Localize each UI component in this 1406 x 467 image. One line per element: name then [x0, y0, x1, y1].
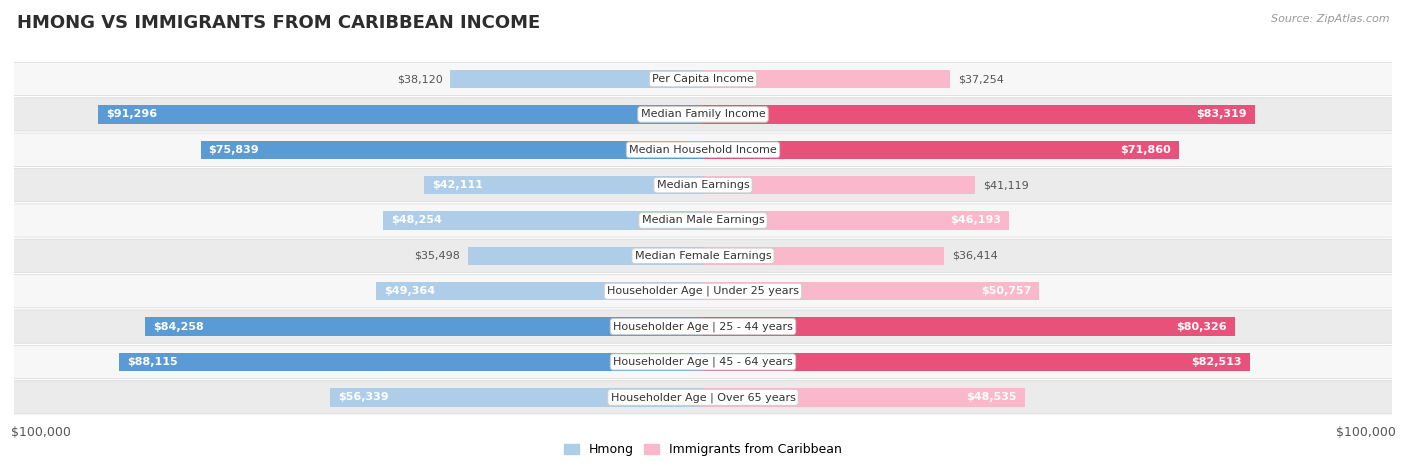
Bar [425, 176, 703, 194]
Bar [450, 70, 703, 88]
Bar [703, 141, 1180, 159]
Bar [330, 388, 703, 406]
Text: $41,119: $41,119 [983, 180, 1029, 190]
Bar [703, 176, 976, 194]
Text: Per Capita Income: Per Capita Income [652, 74, 754, 84]
Bar [703, 105, 1256, 124]
Text: $56,339: $56,339 [337, 392, 388, 402]
Text: $35,498: $35,498 [413, 251, 460, 261]
Text: $88,115: $88,115 [127, 357, 179, 367]
Bar [384, 211, 703, 230]
Text: $80,326: $80,326 [1177, 322, 1227, 332]
Bar [468, 247, 703, 265]
Text: Householder Age | 45 - 64 years: Householder Age | 45 - 64 years [613, 357, 793, 367]
Text: $38,120: $38,120 [396, 74, 443, 84]
Text: Householder Age | Over 65 years: Householder Age | Over 65 years [610, 392, 796, 403]
Bar [703, 353, 1250, 371]
FancyBboxPatch shape [7, 310, 1399, 343]
Text: $83,319: $83,319 [1197, 109, 1247, 120]
Text: Householder Age | 25 - 44 years: Householder Age | 25 - 44 years [613, 321, 793, 332]
Text: $42,111: $42,111 [432, 180, 482, 190]
Text: HMONG VS IMMIGRANTS FROM CARIBBEAN INCOME: HMONG VS IMMIGRANTS FROM CARIBBEAN INCOM… [17, 14, 540, 32]
Text: $71,860: $71,860 [1121, 145, 1171, 155]
Text: $50,757: $50,757 [981, 286, 1031, 296]
Text: Median Family Income: Median Family Income [641, 109, 765, 120]
Text: $82,513: $82,513 [1191, 357, 1241, 367]
Text: Source: ZipAtlas.com: Source: ZipAtlas.com [1271, 14, 1389, 24]
Bar [145, 318, 703, 336]
Text: $84,258: $84,258 [153, 322, 204, 332]
Bar [201, 141, 703, 159]
Bar [120, 353, 703, 371]
Bar [703, 282, 1039, 300]
FancyBboxPatch shape [7, 239, 1399, 272]
FancyBboxPatch shape [7, 133, 1399, 166]
Text: $75,839: $75,839 [208, 145, 259, 155]
Bar [703, 388, 1025, 406]
FancyBboxPatch shape [7, 381, 1399, 414]
FancyBboxPatch shape [7, 275, 1399, 308]
FancyBboxPatch shape [7, 204, 1399, 237]
Text: Median Female Earnings: Median Female Earnings [634, 251, 772, 261]
Text: $48,535: $48,535 [966, 392, 1017, 402]
Bar [375, 282, 703, 300]
Text: $91,296: $91,296 [107, 109, 157, 120]
Bar [703, 318, 1234, 336]
Text: $37,254: $37,254 [957, 74, 1004, 84]
FancyBboxPatch shape [7, 169, 1399, 202]
FancyBboxPatch shape [7, 345, 1399, 379]
Bar [703, 211, 1010, 230]
Text: Median Male Earnings: Median Male Earnings [641, 215, 765, 226]
FancyBboxPatch shape [7, 63, 1399, 96]
Text: $49,364: $49,364 [384, 286, 434, 296]
Text: $36,414: $36,414 [952, 251, 998, 261]
Text: Median Earnings: Median Earnings [657, 180, 749, 190]
Text: $46,193: $46,193 [950, 215, 1001, 226]
Bar [98, 105, 703, 124]
Legend: Hmong, Immigrants from Caribbean: Hmong, Immigrants from Caribbean [560, 439, 846, 461]
Bar [703, 70, 950, 88]
Text: Householder Age | Under 25 years: Householder Age | Under 25 years [607, 286, 799, 297]
Text: Median Household Income: Median Household Income [628, 145, 778, 155]
FancyBboxPatch shape [7, 98, 1399, 131]
Bar [703, 247, 945, 265]
Text: $48,254: $48,254 [391, 215, 441, 226]
